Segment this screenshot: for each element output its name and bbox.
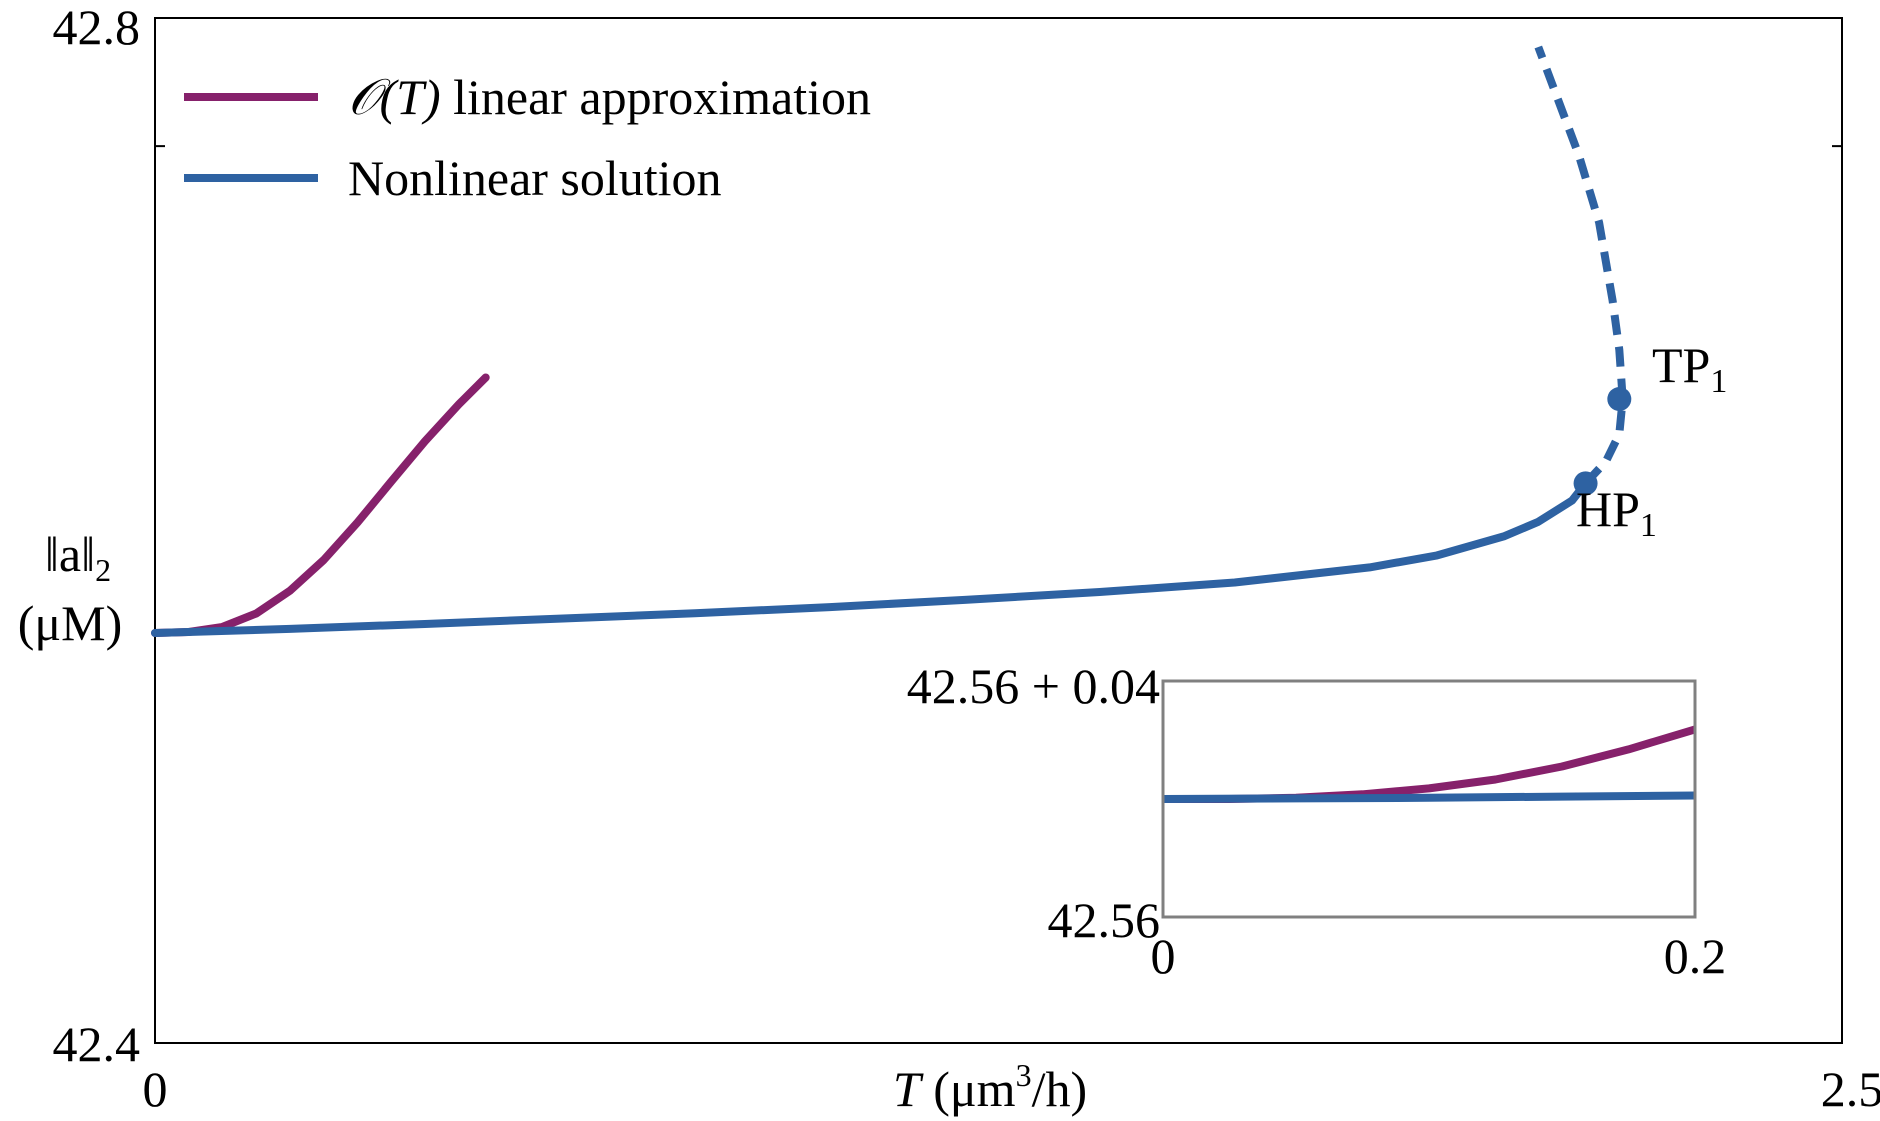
x-axis-label: T (μm3/h)	[893, 1057, 1087, 1117]
series-line-0	[151, 373, 490, 637]
x-tick-label-min: 0	[143, 1061, 168, 1117]
legend-label-nonlinear: Nonlinear solution	[348, 150, 722, 206]
inset-y-tick-label-min: 42.56	[1048, 892, 1161, 948]
y-axis-label-line1: ‖a‖2	[45, 526, 111, 588]
point-marker-tp1	[1607, 387, 1632, 412]
series-line-2	[1534, 45, 1627, 487]
series-nonlinear-solution	[151, 479, 1590, 637]
inset-series-nonlinear	[1162, 791, 1696, 803]
point-marker-hp1	[1573, 471, 1598, 496]
legend-label-linear: 𝒪(T) linear approximation	[348, 69, 871, 125]
inset-y-tick-label-max: 42.56 + 0.04	[907, 658, 1160, 714]
plot-frame	[154, 17, 1843, 1044]
inset-frame	[1161, 679, 1697, 919]
inset-chart: 42.56 + 0.04 42.56 0 0.2	[907, 658, 1726, 984]
series-line-1	[151, 479, 1590, 637]
special-points	[1573, 387, 1632, 496]
inset-x-tick-label-max: 0.2	[1664, 928, 1727, 984]
legend: 𝒪(T) linear approximation Nonlinear solu…	[184, 69, 871, 206]
annotation-hp1: HP1	[1576, 481, 1657, 544]
series-linear-approximation	[151, 373, 490, 637]
inset-x-tick-label-min: 0	[1151, 928, 1176, 984]
x-tick-label-max: 2.5	[1821, 1061, 1880, 1117]
series-nonlinear-unstable	[1534, 45, 1627, 487]
annotation-tp1: TP1	[1652, 337, 1727, 400]
y-tick-label-max: 42.8	[53, 0, 141, 55]
inset-series-line-1	[1162, 791, 1696, 803]
y-tick-label-min: 42.4	[53, 1016, 141, 1072]
y-axis-label-line2: (μM)	[18, 595, 123, 651]
